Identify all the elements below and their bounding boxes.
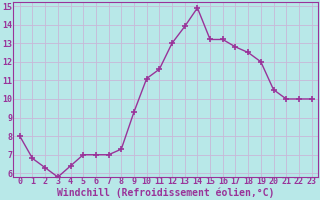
X-axis label: Windchill (Refroidissement éolien,°C): Windchill (Refroidissement éolien,°C): [57, 187, 274, 198]
